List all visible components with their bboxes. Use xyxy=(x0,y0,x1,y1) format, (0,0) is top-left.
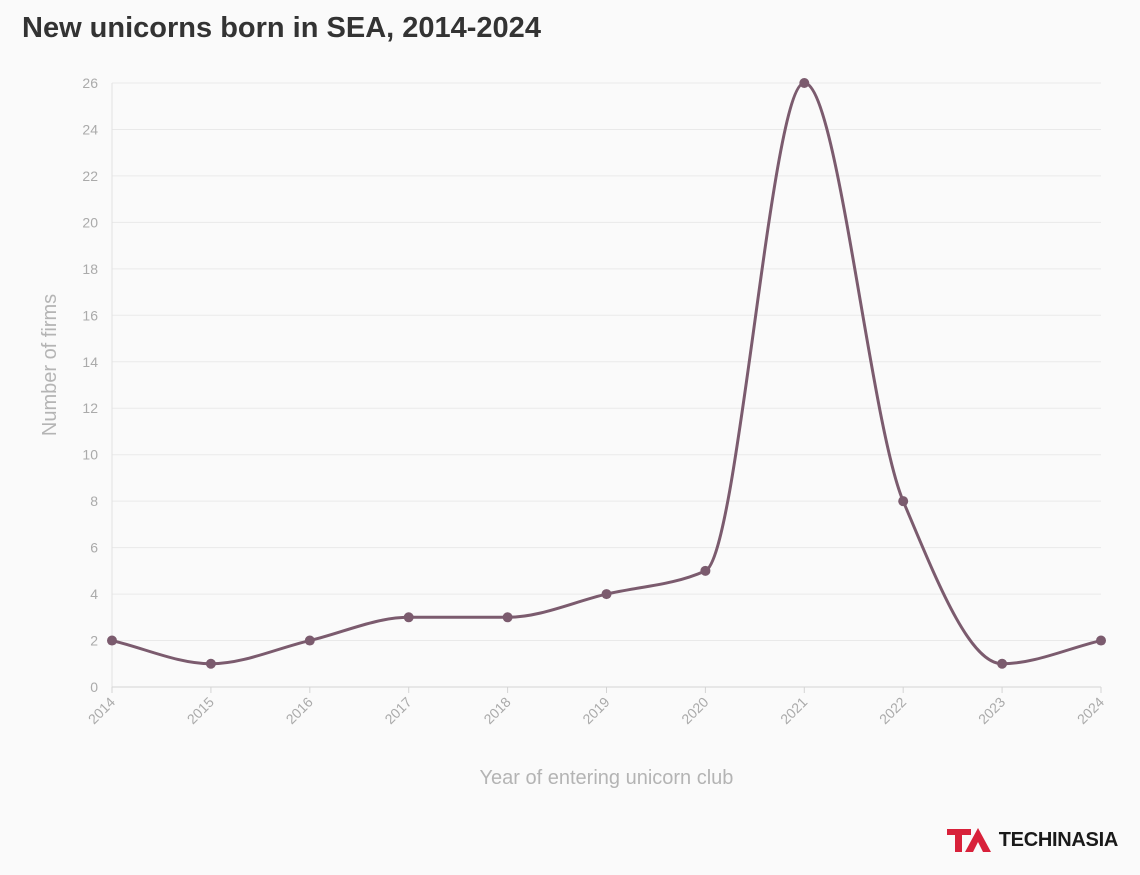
y-tick-label: 0 xyxy=(90,679,98,695)
data-points xyxy=(107,78,1106,669)
y-tick-label: 22 xyxy=(82,168,98,184)
x-tick-label: 2022 xyxy=(876,694,909,727)
y-tick-label: 4 xyxy=(90,586,98,602)
series-line xyxy=(111,81,1102,666)
y-tick-label: 10 xyxy=(82,447,98,463)
data-point-2018 xyxy=(502,612,513,623)
data-point-2024 xyxy=(1096,635,1106,646)
data-point-2014 xyxy=(107,635,117,646)
data-point-2019 xyxy=(601,589,612,600)
x-tick-label: 2024 xyxy=(1074,694,1107,727)
y-tick-label: 12 xyxy=(82,400,98,416)
y-axis-title: Number of firms xyxy=(39,294,61,436)
y-tick-label: 24 xyxy=(82,121,98,137)
y-tick-label: 2 xyxy=(90,633,98,649)
y-tick-label: 6 xyxy=(90,540,98,556)
y-tick-label: 16 xyxy=(82,307,98,323)
data-point-2016 xyxy=(304,635,315,646)
data-point-2023 xyxy=(997,658,1008,669)
y-tick-label: 26 xyxy=(82,75,98,91)
y-tick-label: 14 xyxy=(82,354,98,370)
data-point-2020 xyxy=(700,565,711,576)
x-tick-labels: 2014 2015 2016 2017 2018 2019 2020 2021 2022 2023… xyxy=(85,687,1107,727)
x-axis-title: Year of entering unicorn club xyxy=(480,767,734,789)
x-tick-label: 2014 xyxy=(85,694,118,727)
x-tick-label: 2017 xyxy=(381,694,414,727)
x-tick-label: 2019 xyxy=(579,694,612,727)
techinasia-logo[interactable]: TECHINASIA xyxy=(945,825,1118,855)
data-point-2022 xyxy=(898,496,909,507)
logo-text: TECHINASIA xyxy=(998,828,1119,851)
data-point-2021 xyxy=(799,78,810,88)
techinasia-logo-icon xyxy=(946,828,991,852)
x-tick-label: 2016 xyxy=(283,694,316,727)
y-tick-label: 18 xyxy=(82,261,98,277)
x-tick-label: 2020 xyxy=(678,694,711,727)
x-tick-label: 2021 xyxy=(777,694,810,727)
data-point-2015 xyxy=(205,658,216,669)
data-point-2017 xyxy=(403,612,414,623)
y-tick-label: 8 xyxy=(90,493,98,509)
x-tick-label: 2023 xyxy=(975,694,1008,727)
x-tick-label: 2015 xyxy=(184,694,217,727)
chart-title: New unicorns born in SEA, 2014-2024 xyxy=(22,12,541,44)
gridlines xyxy=(112,82,1101,642)
x-tick-label: 2018 xyxy=(480,694,513,727)
y-tick-label: 20 xyxy=(82,214,98,230)
